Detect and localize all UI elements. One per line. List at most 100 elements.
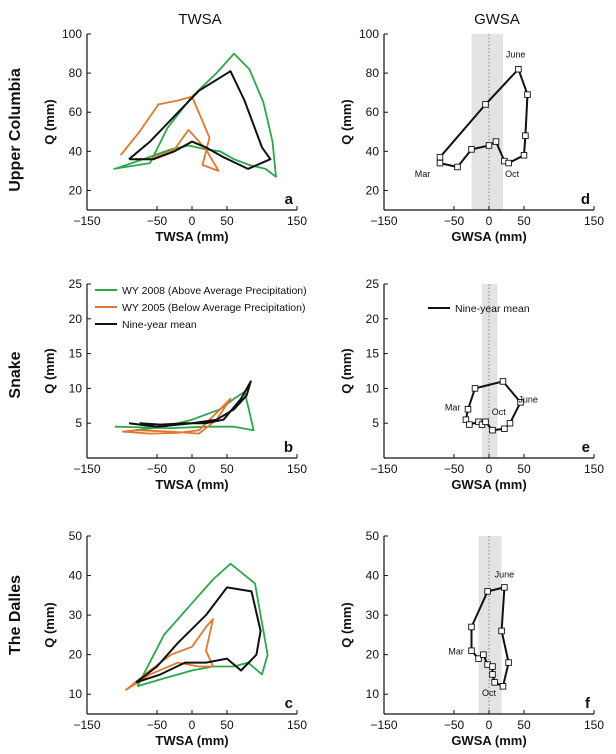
panel-b: −150 −50 0 50 150 5 10 15 20 25 TWSA (mm) Q (mm) b [42,277,307,492]
x-axis-label: TWSA (mm) [155,477,228,492]
data-point-marker [501,584,508,591]
data-point-marker [491,679,498,686]
y-axis-label: Q (mm) [42,99,57,145]
y-tick-label: 15 [69,347,83,361]
series-wy2005-line [124,618,214,692]
y-tick-label: 40 [366,144,380,158]
month-annotation-mar: Mar [448,647,464,657]
y-tick-label: 15 [366,347,380,361]
y-tick-label: 30 [366,608,380,622]
x-tick-label: 50 [220,462,234,476]
row-label-the-dalles: The Dalles [7,575,24,655]
x-tick-label: 150 [584,718,604,732]
legend-label-mean: Nine-year mean [455,303,530,315]
y-tick-label: 100 [62,27,82,41]
x-tick-label: 150 [584,462,604,476]
data-point-marker [489,426,496,434]
y-axis-label: Q (mm) [339,348,354,394]
series-wy2008-line [114,390,255,432]
x-tick-label: 0 [189,718,196,732]
y-tick-label: 20 [69,648,83,662]
data-point-marker [471,385,479,392]
panel-d: −150 −50 0 50 150 20 40 60 80 100 GWSA (mm) Q (mm) d… [339,27,604,244]
x-tick-label: −50 [147,718,168,732]
data-point-marker [480,651,487,658]
y-tick-label: 60 [69,105,83,119]
y-tick-label: 60 [366,105,380,119]
data-point-marker [468,623,475,631]
col-title-gwsa: GWSA [474,11,520,28]
data-point-marker [482,101,489,108]
y-tick-label: 20 [366,183,380,197]
y-tick-label: 80 [366,66,380,80]
data-point-marker [475,655,482,662]
y-tick-label: 50 [69,529,83,543]
data-point-marker [517,399,524,406]
x-tick-label: 150 [287,462,307,476]
x-axis-label: GWSA (mm) [451,477,526,492]
panel-a: −150 −50 0 50 150 20 40 60 80 100 TWSA (mm) Q (mm) a [42,27,307,244]
x-tick-label: 50 [517,462,531,476]
data-point-marker [489,671,496,678]
x-tick-label: −50 [444,214,465,228]
x-tick-label: −50 [444,718,465,732]
x-tick-label: 0 [189,462,196,476]
data-point-marker [501,425,508,433]
month-annotation-june: June [506,49,526,59]
y-tick-label: 10 [69,687,83,701]
data-point-marker [499,378,507,385]
data-point-marker [436,159,444,167]
y-tick-label: 50 [366,529,380,543]
x-axis-label: GWSA (mm) [451,229,526,244]
x-axis-label: TWSA (mm) [155,733,228,748]
panel-letter: d [581,191,590,208]
data-point-marker [524,91,531,98]
y-tick-label: 80 [69,66,83,80]
x-tick-label: 0 [486,462,493,476]
data-point-marker [485,142,493,149]
x-tick-label: 0 [189,214,196,228]
month-annotation-june: June [518,394,538,404]
x-tick-label: 0 [486,718,493,732]
y-tick-label: 20 [69,183,83,197]
y-axis-label: Q (mm) [339,602,354,648]
y-tick-label: 20 [366,312,380,326]
y-axis-label: Q (mm) [42,348,57,394]
x-tick-label: 50 [517,718,531,732]
data-point-marker [466,421,473,428]
y-tick-label: 10 [366,687,380,701]
row-label-snake: Snake [7,351,24,398]
data-point-marker [498,627,505,635]
x-tick-label: −150 [73,462,100,476]
gwsa-zero-band [478,536,502,714]
gwsa-zero-band [471,34,503,210]
legend-label-wy2005: WY 2005 (Below Average Precipitation) [122,302,305,314]
y-tick-label: 10 [69,381,83,395]
y-axis-label: Q (mm) [339,99,354,145]
y-tick-label: 25 [69,277,83,291]
data-point-marker [468,647,475,654]
data-point-marker [436,153,444,161]
panel-letter: e [582,439,590,456]
y-tick-label: 40 [69,144,83,158]
x-tick-label: −150 [370,718,397,732]
panel-letter: c [285,695,293,712]
x-axis-label: GWSA (mm) [451,733,526,748]
panel-letter: b [284,439,293,456]
data-point-marker [505,159,512,167]
legend-label-mean: Nine-year mean [122,319,197,331]
y-tick-label: 5 [75,416,82,430]
x-tick-label: 50 [220,718,234,732]
data-point-marker [506,419,514,427]
legend-label-wy2008: WY 2008 (Above Average Precipitation) [122,285,307,297]
col-title-twsa: TWSA [178,11,221,28]
y-tick-label: 20 [69,312,83,326]
data-point-marker [505,659,512,666]
x-tick-label: −150 [73,718,100,732]
gwsa-zero-band [482,284,498,458]
x-tick-label: 50 [517,214,531,228]
month-annotation-june: June [495,570,515,580]
y-tick-label: 25 [366,277,380,291]
